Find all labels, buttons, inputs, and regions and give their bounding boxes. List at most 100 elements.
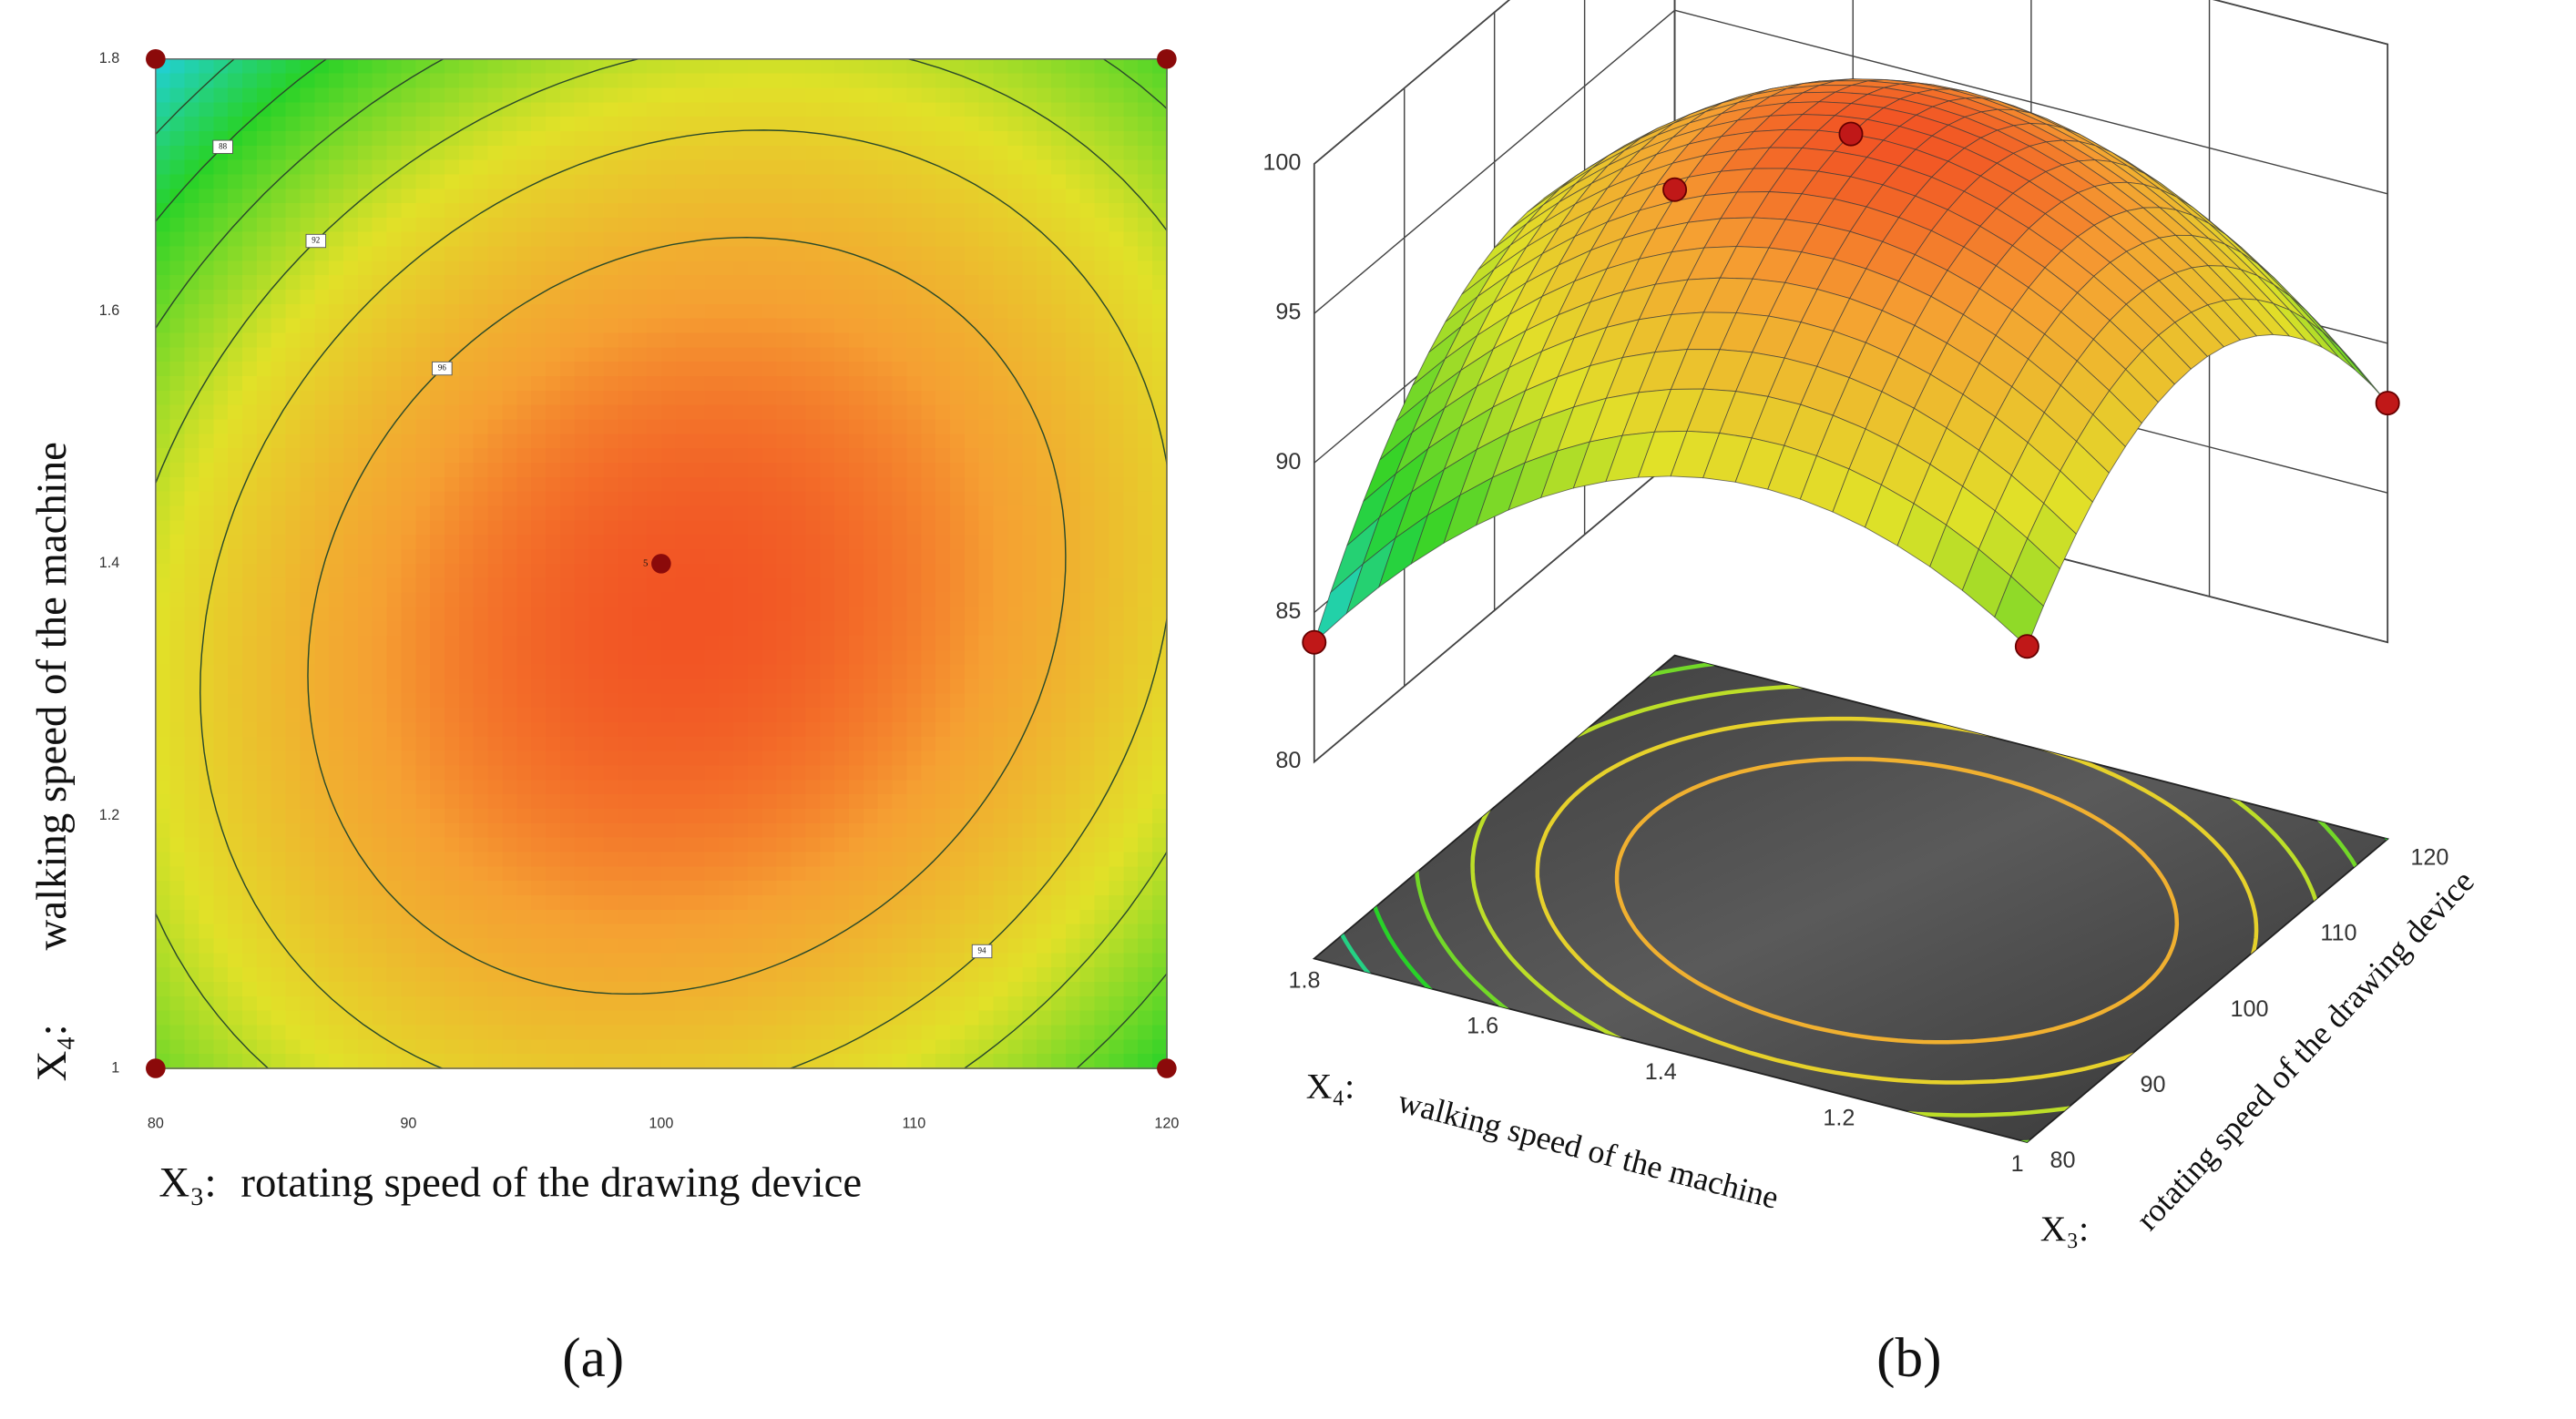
heatmap-cell — [1065, 722, 1081, 738]
heatmap-cell — [603, 203, 619, 219]
heatmap-cell — [1037, 189, 1053, 205]
heatmap-cell — [820, 649, 836, 666]
heatmap-cell — [502, 476, 518, 493]
heatmap-cell — [1079, 362, 1096, 378]
heatmap-cell — [444, 102, 460, 118]
heatmap-cell — [574, 189, 590, 205]
heatmap-cell — [921, 809, 937, 824]
heatmap-cell — [444, 995, 460, 1012]
heatmap-cell — [444, 505, 460, 522]
heatmap-cell — [747, 290, 763, 305]
heatmap-cell — [155, 303, 171, 320]
heatmap-cell — [950, 967, 966, 984]
heatmap-cell — [993, 924, 1009, 940]
heatmap-cell — [256, 1039, 272, 1056]
heatmap-cell — [646, 924, 662, 940]
heatmap-cell — [228, 463, 244, 478]
heatmap-cell — [993, 535, 1009, 551]
heatmap-cell — [603, 347, 619, 363]
heatmap-cell — [169, 967, 186, 984]
heatmap-cell — [603, 362, 619, 378]
heatmap-cell — [892, 246, 908, 262]
heatmap-cell — [1152, 1010, 1168, 1026]
heatmap-cell — [892, 708, 908, 724]
heatmap-cell — [877, 1010, 894, 1026]
heatmap-cell — [921, 924, 937, 940]
heatmap-cell — [877, 708, 894, 724]
heatmap-cell — [690, 117, 706, 133]
heatmap-cell — [415, 102, 432, 118]
heatmap-cell — [1022, 390, 1038, 406]
heatmap-cell — [632, 780, 649, 796]
heatmap-cell — [357, 809, 373, 824]
heatmap-cell — [747, 87, 763, 104]
heatmap-cell — [660, 909, 677, 925]
heatmap-cell — [285, 794, 302, 811]
heatmap-cell — [849, 174, 864, 190]
heatmap-cell — [906, 881, 923, 897]
heatmap-cell — [1022, 607, 1038, 623]
heatmap-cell — [805, 347, 822, 363]
heatmap-cell — [849, 491, 864, 507]
heatmap-cell — [357, 203, 373, 219]
heatmap-cell — [704, 837, 721, 853]
heatmap-cell — [559, 390, 576, 406]
heatmap-cell — [805, 189, 822, 205]
heatmap-cell — [1022, 1025, 1038, 1041]
heatmap-cell — [1037, 260, 1053, 277]
heatmap-cell — [950, 549, 966, 565]
heatmap-cell — [603, 275, 619, 291]
heatmap-cell — [1152, 563, 1168, 579]
heatmap-cell — [863, 736, 879, 752]
heatmap-cell — [271, 203, 287, 219]
heatmap-cell — [618, 909, 634, 925]
heatmap-cell — [733, 837, 750, 853]
heatmap-cell — [719, 852, 735, 868]
z-tick-label: 80 — [1275, 748, 1301, 773]
heatmap-cell — [458, 1054, 475, 1070]
heatmap-cell — [849, 73, 864, 89]
heatmap-cell — [978, 982, 995, 997]
heatmap-cell — [762, 1010, 778, 1026]
heatmap-cell — [1065, 664, 1081, 680]
heatmap-cell — [675, 881, 691, 897]
heatmap-cell — [1138, 1010, 1154, 1026]
heatmap-cell — [805, 246, 822, 262]
heatmap-cell — [603, 376, 619, 392]
heatmap-cell — [372, 260, 388, 277]
heatmap-cell — [1079, 577, 1096, 594]
heatmap-cell — [271, 995, 287, 1012]
heatmap-cell — [329, 621, 345, 638]
heatmap-cell — [646, 332, 662, 349]
heatmap-cell — [1123, 448, 1140, 464]
heatmap-cell — [357, 390, 373, 406]
heatmap-cell — [487, 607, 504, 623]
heatmap-cell — [228, 73, 244, 89]
heatmap-cell — [776, 780, 792, 796]
heatmap-cell — [921, 434, 937, 450]
heatmap-cell — [169, 246, 186, 262]
heatmap-cell — [747, 505, 763, 522]
heatmap-cell — [675, 376, 691, 392]
heatmap-cell — [892, 995, 908, 1012]
heatmap-cell — [213, 577, 230, 594]
heatmap-cell — [271, 290, 287, 305]
heatmap-cell — [213, 750, 230, 767]
heatmap-cell — [372, 476, 388, 493]
heatmap-cell — [805, 909, 822, 925]
heatmap-cell — [1065, 290, 1081, 305]
heatmap-cell — [704, 1054, 721, 1070]
heatmap-cell — [415, 347, 432, 363]
heatmap-cell — [820, 102, 836, 118]
heatmap-cell — [285, 909, 302, 925]
heatmap-cell — [271, 664, 287, 680]
heatmap-cell — [213, 621, 230, 638]
heatmap-cell — [704, 592, 721, 608]
heatmap-cell — [199, 404, 215, 421]
heatmap-cell — [1007, 649, 1024, 666]
heatmap-cell — [690, 58, 706, 75]
heatmap-cell — [502, 463, 518, 478]
heatmap-cell — [285, 347, 302, 363]
heatmap-cell — [993, 967, 1009, 984]
heatmap-cell — [1138, 995, 1154, 1012]
